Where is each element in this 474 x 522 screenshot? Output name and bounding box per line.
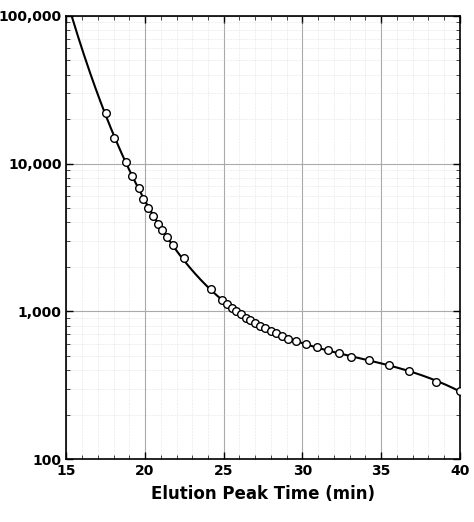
X-axis label: Elution Peak Time (min): Elution Peak Time (min) [151,485,375,503]
